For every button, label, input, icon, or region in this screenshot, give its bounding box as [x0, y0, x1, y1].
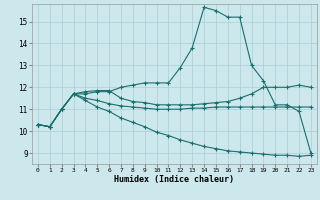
X-axis label: Humidex (Indice chaleur): Humidex (Indice chaleur)	[115, 175, 234, 184]
